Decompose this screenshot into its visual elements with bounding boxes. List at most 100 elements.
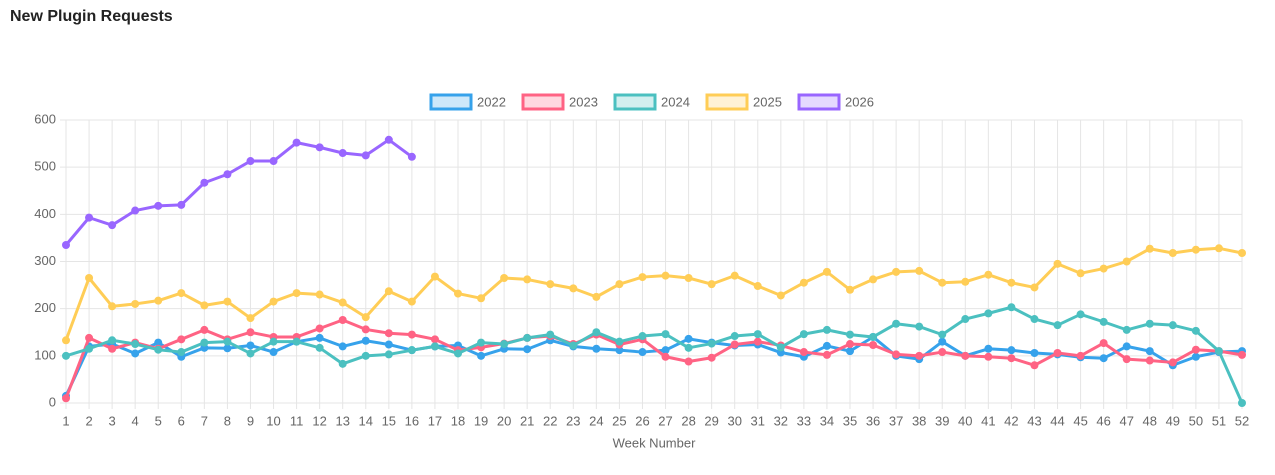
data-point (108, 336, 117, 345)
x-tick-label: 29 (704, 413, 718, 428)
data-point (684, 357, 693, 366)
data-point (154, 201, 163, 210)
data-point (1238, 350, 1246, 359)
data-point (984, 270, 993, 279)
data-point (1007, 278, 1016, 287)
data-point (869, 332, 878, 341)
x-tick-label: 41 (981, 413, 995, 428)
data-point (846, 285, 854, 294)
series-line (64, 318, 1243, 399)
data-point (315, 143, 324, 152)
data-point (869, 340, 878, 349)
data-point (85, 274, 94, 283)
data-point (1030, 283, 1039, 292)
data-point (1122, 325, 1131, 334)
x-tick-label: 25 (612, 413, 626, 428)
data-point (615, 346, 624, 355)
x-tick-label: 14 (359, 413, 373, 428)
data-point (1030, 315, 1039, 324)
legend-label: 2026 (845, 94, 874, 109)
data-point (846, 330, 854, 339)
data-point (361, 336, 370, 345)
data-point (638, 348, 647, 357)
data-point (1191, 326, 1200, 335)
x-tick-label: 51 (1212, 413, 1226, 428)
data-point (384, 329, 393, 338)
data-point (108, 344, 117, 353)
y-tick-label: 400 (34, 206, 56, 221)
data-point (822, 341, 831, 350)
data-point (292, 337, 301, 346)
series-line (65, 305, 1244, 404)
x-tick-label: 17 (428, 413, 442, 428)
data-point (961, 351, 970, 360)
data-point (938, 348, 947, 357)
x-tick-label: 26 (635, 413, 649, 428)
data-point (661, 271, 670, 280)
data-point (892, 267, 901, 276)
data-point (430, 342, 439, 351)
x-tick-label: 23 (566, 413, 580, 428)
data-point (292, 289, 301, 298)
data-point (961, 315, 970, 324)
data-point (407, 346, 416, 355)
data-point (62, 351, 70, 360)
chart-title: New Plugin Requests (10, 8, 173, 25)
data-point (384, 135, 393, 144)
data-point (730, 332, 739, 341)
data-point (62, 394, 70, 403)
data-point (1007, 354, 1016, 363)
data-point (269, 348, 278, 357)
data-point (1076, 310, 1085, 319)
x-tick-label: 28 (681, 413, 695, 428)
data-point (1099, 354, 1108, 363)
data-point (592, 344, 601, 353)
data-point (1007, 303, 1016, 312)
data-point (246, 328, 255, 337)
data-point (615, 280, 624, 289)
data-point (269, 297, 278, 306)
data-point (269, 337, 278, 346)
x-tick-label: 50 (1189, 413, 1203, 428)
data-point (1214, 347, 1223, 356)
x-tick-label: 18 (451, 413, 465, 428)
data-point (407, 152, 416, 161)
y-tick-label: 0 (49, 394, 56, 409)
data-point (477, 351, 486, 360)
data-point (338, 315, 347, 324)
data-point (1214, 244, 1223, 253)
legend-label: 2024 (661, 94, 690, 109)
data-point (1145, 347, 1154, 356)
x-tick-label: 10 (266, 413, 280, 428)
legend-swatch (429, 93, 473, 111)
data-point (1191, 245, 1200, 254)
data-point (1238, 249, 1246, 258)
data-point (200, 338, 209, 347)
data-point (384, 340, 393, 349)
data-point (1168, 358, 1177, 367)
data-point (1053, 349, 1062, 358)
data-point (638, 273, 647, 282)
x-tick-label: 1 (62, 413, 69, 428)
data-point (1168, 321, 1177, 330)
x-tick-label: 32 (774, 413, 788, 428)
data-point (753, 282, 762, 291)
x-tick-label: 7 (201, 413, 208, 428)
data-point (223, 344, 232, 353)
data-point (384, 287, 393, 296)
y-tick-label: 300 (34, 253, 56, 268)
data-point (108, 302, 117, 311)
data-point (108, 221, 117, 230)
data-point (338, 342, 347, 351)
data-point (200, 325, 209, 334)
data-point (984, 309, 993, 318)
data-point (246, 341, 255, 350)
x-tick-label: 43 (1027, 413, 1041, 428)
x-tick-label: 16 (405, 413, 419, 428)
x-tick-label: 48 (1143, 413, 1157, 428)
data-point (1099, 317, 1108, 326)
x-tick-label: 12 (312, 413, 326, 428)
data-point (684, 334, 693, 343)
data-point (223, 170, 232, 179)
